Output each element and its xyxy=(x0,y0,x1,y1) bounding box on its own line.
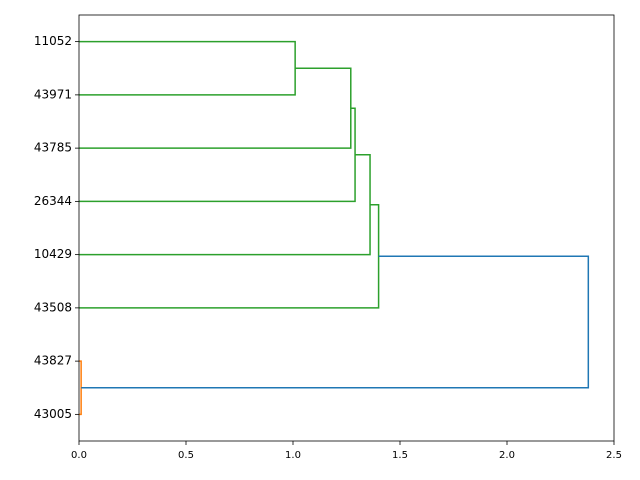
link xyxy=(79,107,356,203)
plot-frame xyxy=(78,14,615,442)
link xyxy=(79,40,296,96)
leaf-label: 11052 xyxy=(34,34,72,48)
link xyxy=(79,67,352,149)
leaf-label: 26344 xyxy=(34,194,72,208)
x-tick-label: 1.0 xyxy=(285,450,301,461)
leaf-label: 10429 xyxy=(34,247,72,261)
link xyxy=(79,203,380,309)
x-tick-label: 0.0 xyxy=(71,450,87,461)
leaf-label: 43005 xyxy=(34,407,72,421)
link xyxy=(81,255,590,389)
x-tick-label: 0.5 xyxy=(178,450,194,461)
x-tick-label: 1.5 xyxy=(392,450,408,461)
leaf-label: 43971 xyxy=(34,87,72,101)
x-tick-label: 2.5 xyxy=(606,450,622,461)
link xyxy=(79,154,371,256)
leaf-label: 43827 xyxy=(34,354,72,368)
leaf-label: 43508 xyxy=(34,300,72,314)
x-tick-label: 2.0 xyxy=(499,450,515,461)
leaf-label: 43785 xyxy=(34,141,72,155)
